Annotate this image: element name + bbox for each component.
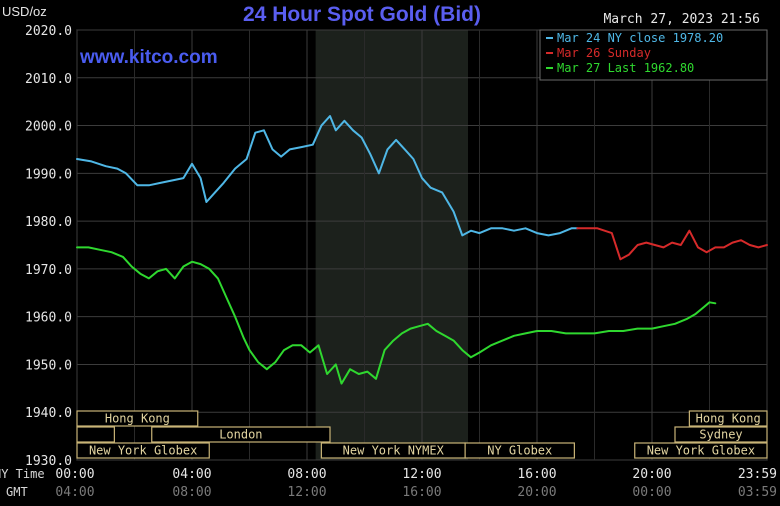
unit-label: USD/oz xyxy=(2,4,47,19)
chart-title: 24 Hour Spot Gold (Bid) xyxy=(243,3,481,26)
session-bars: Hong Kong Hong Kong London Sydney New York G… xyxy=(76,410,768,459)
session-bar: New York NYMEX xyxy=(320,442,466,459)
series-layer xyxy=(76,115,768,385)
session-bar: Sydney xyxy=(674,426,768,443)
y-tick-label: 1970.0 xyxy=(25,263,72,278)
legend-label-1: Mar 24 NY close 1978.20 xyxy=(557,31,723,45)
session-bar: New York Globex xyxy=(76,442,210,459)
session-bar: New York Globex xyxy=(634,442,768,459)
x-tick-label-ny: 04:00 xyxy=(172,467,211,482)
session-label: NY Globex xyxy=(487,444,552,458)
y-tick-label: 2020.0 xyxy=(25,24,72,39)
x-tick-label-ny: 16:00 xyxy=(517,467,556,482)
session-bar xyxy=(76,426,115,443)
series-line-1 xyxy=(76,115,579,237)
y-axis: 2020.0 2010.0 2000.0 1990.0 1980.0 1970.0 1960… xyxy=(25,24,72,469)
x-tick-label-ny: 20:00 xyxy=(632,467,671,482)
legend-label-2: Mar 26 Sunday xyxy=(557,46,651,60)
gmt-label: GMT xyxy=(6,485,28,499)
legend-entry-3: Mar 27 Last 1962.80 xyxy=(546,61,694,75)
y-tick-label: 2000.0 xyxy=(25,120,72,135)
x-axis: 00:00 04:00 04:00 08:00 08:00 12:00 12:00 16:00… xyxy=(55,467,777,500)
legend-label-3: Mar 27 Last 1962.80 xyxy=(557,61,694,75)
session-label: Hong Kong xyxy=(696,412,761,426)
y-tick-label: 1950.0 xyxy=(25,358,72,373)
session-label: New York Globex xyxy=(89,444,197,458)
y-tick-label: 1930.0 xyxy=(25,454,72,469)
y-tick-label: 1940.0 xyxy=(25,406,72,421)
y-tick-label: 1990.0 xyxy=(25,167,72,182)
x-tick-label-gmt: 20:00 xyxy=(517,485,556,500)
watermark: www.kitco.com xyxy=(79,47,218,68)
x-tick-label-gmt: 04:00 xyxy=(55,485,94,500)
x-tick-label-gmt: 03:59 xyxy=(738,485,777,500)
x-tick-label-ny: 23:59 xyxy=(738,467,777,482)
y-tick-label: 1980.0 xyxy=(25,215,72,230)
ny-time-label: NY Time xyxy=(0,467,45,481)
y-tick-label: 2010.0 xyxy=(25,72,72,87)
series-line-3 xyxy=(76,246,717,385)
x-tick-label-ny: 00:00 xyxy=(55,467,94,482)
y-tick-label: 1960.0 xyxy=(25,311,72,326)
session-label: Hong Kong xyxy=(105,412,170,426)
legend-box xyxy=(539,29,768,81)
timestamp: March 27, 2023 21:56 xyxy=(603,12,760,27)
x-tick-label-gmt: 12:00 xyxy=(287,485,326,500)
session-bar: London xyxy=(151,426,331,443)
x-tick-label-ny: 08:00 xyxy=(287,467,326,482)
nymex-highlight xyxy=(315,30,468,460)
session-label: New York NYMEX xyxy=(343,444,445,458)
session-label: New York Globex xyxy=(647,444,755,458)
session-bar: Hong Kong xyxy=(76,410,199,427)
session-label: Sydney xyxy=(699,428,742,442)
x-tick-label-ny: 12:00 xyxy=(402,467,441,482)
x-tick-label-gmt: 16:00 xyxy=(402,485,441,500)
session-bar: Hong Kong xyxy=(688,410,768,427)
session-label: London xyxy=(219,428,262,442)
x-tick-label-gmt: 08:00 xyxy=(172,485,211,500)
legend-entry-1: Mar 24 NY close 1978.20 xyxy=(546,31,723,45)
x-tick-label-gmt: 00:00 xyxy=(632,485,671,500)
legend-entry-2: Mar 26 Sunday xyxy=(546,46,651,60)
series-line-2 xyxy=(576,227,768,261)
session-bar: NY Globex xyxy=(464,442,575,459)
